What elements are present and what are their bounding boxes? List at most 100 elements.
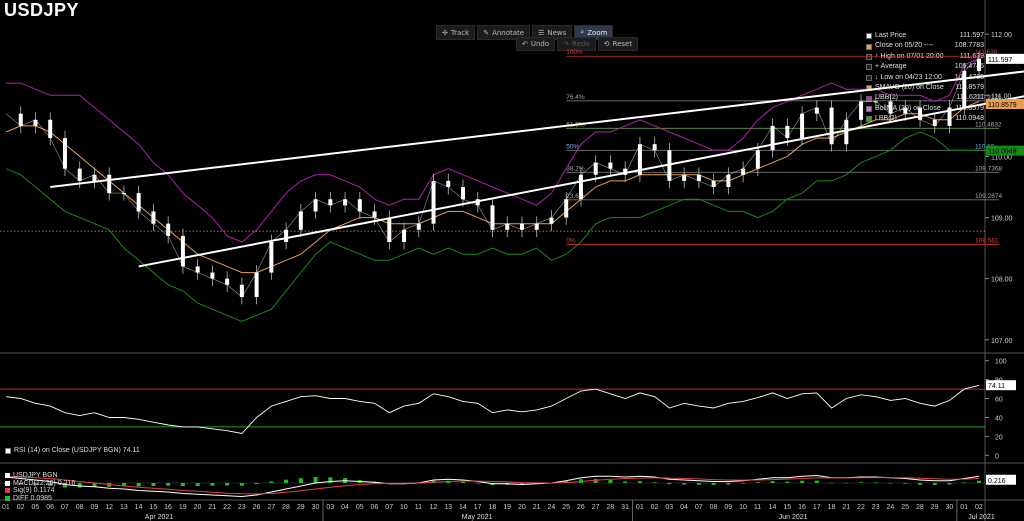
price-candle-body — [593, 162, 598, 175]
macd-diff-bar — [755, 482, 760, 483]
track-button[interactable]: ✣ Track — [436, 25, 476, 40]
price-candle-body — [652, 144, 657, 151]
legend-item: LBB(2) 110.0948 — [866, 114, 984, 124]
x-tick-label: 02 — [975, 504, 983, 511]
price-candle-body — [932, 119, 937, 126]
rsi-tick-label: 100 — [995, 359, 1007, 366]
macd-diff-bar — [62, 483, 67, 488]
undo-button[interactable]: ↶ Undo — [516, 37, 556, 51]
price-candle-body — [888, 101, 893, 114]
x-tick-label: 26 — [253, 504, 261, 511]
price-candle-body — [62, 138, 67, 169]
price-candle-body — [608, 162, 613, 169]
x-tick-label: 03 — [665, 504, 673, 511]
rsi-tick-label: 20 — [995, 434, 1003, 441]
price-candle-body — [372, 211, 377, 218]
x-tick-label: 03 — [326, 504, 334, 511]
macd-diff-bar — [33, 483, 38, 486]
price-candle-body — [298, 211, 303, 230]
x-tick-label: 16 — [164, 504, 172, 511]
price-candle-body — [755, 150, 760, 169]
price-candle-body — [505, 223, 510, 230]
x-tick-label: 04 — [341, 504, 349, 511]
lbb-price-tag-bg — [986, 145, 1024, 156]
macd-diff-bar — [711, 483, 716, 485]
macd-legend-item: Sig(9) 0.1174 — [5, 487, 75, 495]
legend-label: UBB(2) — [875, 94, 898, 102]
x-tick-label: 27 — [267, 504, 275, 511]
price-candle-body — [741, 168, 746, 175]
legend-label: Last Price — [875, 32, 907, 39]
macd-diff-bar — [298, 478, 303, 483]
reset-button[interactable]: ⟲ Reset — [597, 37, 639, 51]
x-tick-label: 18 — [489, 504, 497, 511]
fib-level-label: 0% — [566, 237, 576, 244]
legend-value: 111.597 — [959, 32, 984, 39]
price-candle-body — [357, 199, 362, 212]
fib-price-label: 109.2874 — [975, 193, 1002, 200]
macd-diff-bar — [519, 483, 524, 485]
macd-swatch — [5, 488, 10, 494]
macd-diff-bar — [121, 483, 126, 486]
x-tick-label: 22 — [857, 504, 865, 511]
macd-value-tag: 0.216 — [988, 478, 1006, 485]
macd-diff-bar — [785, 481, 790, 483]
annotate-button[interactable]: ✎ Annotate — [477, 25, 531, 40]
x-tick-label: 05 — [31, 504, 39, 511]
macd-swatch — [5, 496, 10, 502]
x-tick-label: 22 — [223, 504, 231, 511]
fib-price-label: 111.639 — [975, 49, 998, 56]
macd-diff-bar — [962, 482, 967, 483]
macd-diff-bar — [859, 482, 864, 483]
y-tick-label: 111.00 — [991, 93, 1011, 100]
redo-icon: ↷ — [563, 40, 570, 48]
legend-swatch — [866, 43, 872, 50]
x-tick-label: 25 — [901, 504, 909, 511]
price-candle-body — [534, 223, 539, 230]
price-candle-body — [239, 284, 244, 297]
price-candle-body — [918, 107, 923, 120]
macd-diff-bar — [284, 479, 289, 483]
price-candle-body — [667, 150, 672, 181]
legend-label: BollMA (20) on Close — [875, 104, 941, 112]
macd-diff-bar — [461, 481, 466, 483]
lower-channel-line — [138, 95, 1024, 268]
legend-item: BollMA (20) on Close 110.8579 — [866, 104, 984, 114]
x-tick-label: 29 — [297, 504, 305, 511]
macd-diff-bar — [667, 483, 672, 485]
macd-diff-bar — [151, 483, 156, 486]
x-tick-label: 17 — [474, 504, 482, 511]
x-tick-label: 23 — [872, 504, 880, 511]
x-tick-label: 04 — [680, 504, 688, 511]
chart-title: USDJPY — [4, 0, 80, 20]
macd-diff-bar — [829, 482, 834, 484]
rsi-value-tag: 74.11 — [988, 383, 1005, 390]
price-candle-body — [564, 199, 569, 218]
x-tick-label: 29 — [931, 504, 939, 511]
macd-diff-bar — [313, 477, 318, 483]
x-tick-label: 16 — [798, 504, 806, 511]
x-tick-label: 11 — [415, 504, 422, 511]
y-tick-label: 108.00 — [991, 277, 1013, 284]
x-tick-label: 13 — [444, 504, 452, 511]
macd-value-tag-bg — [986, 474, 1016, 485]
price-candle-body — [328, 199, 333, 206]
x-tick-label: 07 — [385, 504, 393, 511]
upper-bollinger-band — [6, 58, 980, 243]
macd-diff-bar — [328, 477, 333, 483]
lbb-price-tag: 110.0948 — [988, 149, 1017, 156]
x-tick-label: 20 — [194, 504, 202, 511]
redo-button[interactable]: ↷ Redo — [557, 37, 596, 51]
legend-label: + Average — [875, 63, 907, 71]
macd-label: MACD(12,26) 0.216 — [13, 479, 76, 487]
price-candle-body — [490, 205, 495, 230]
last-price-tag: 111.597 — [988, 57, 1012, 64]
macd-diff-bar — [475, 483, 480, 484]
legend-value: 111.6211 — [956, 94, 984, 102]
legend-value: 108.7783 — [954, 42, 984, 50]
macd-diff-bar — [92, 483, 97, 487]
price-candle-body — [107, 174, 112, 194]
x-tick-label: 07 — [695, 504, 703, 511]
chart-toolbar-bottom: ↶ Undo ↷ Redo ⟲ Reset — [516, 37, 639, 51]
